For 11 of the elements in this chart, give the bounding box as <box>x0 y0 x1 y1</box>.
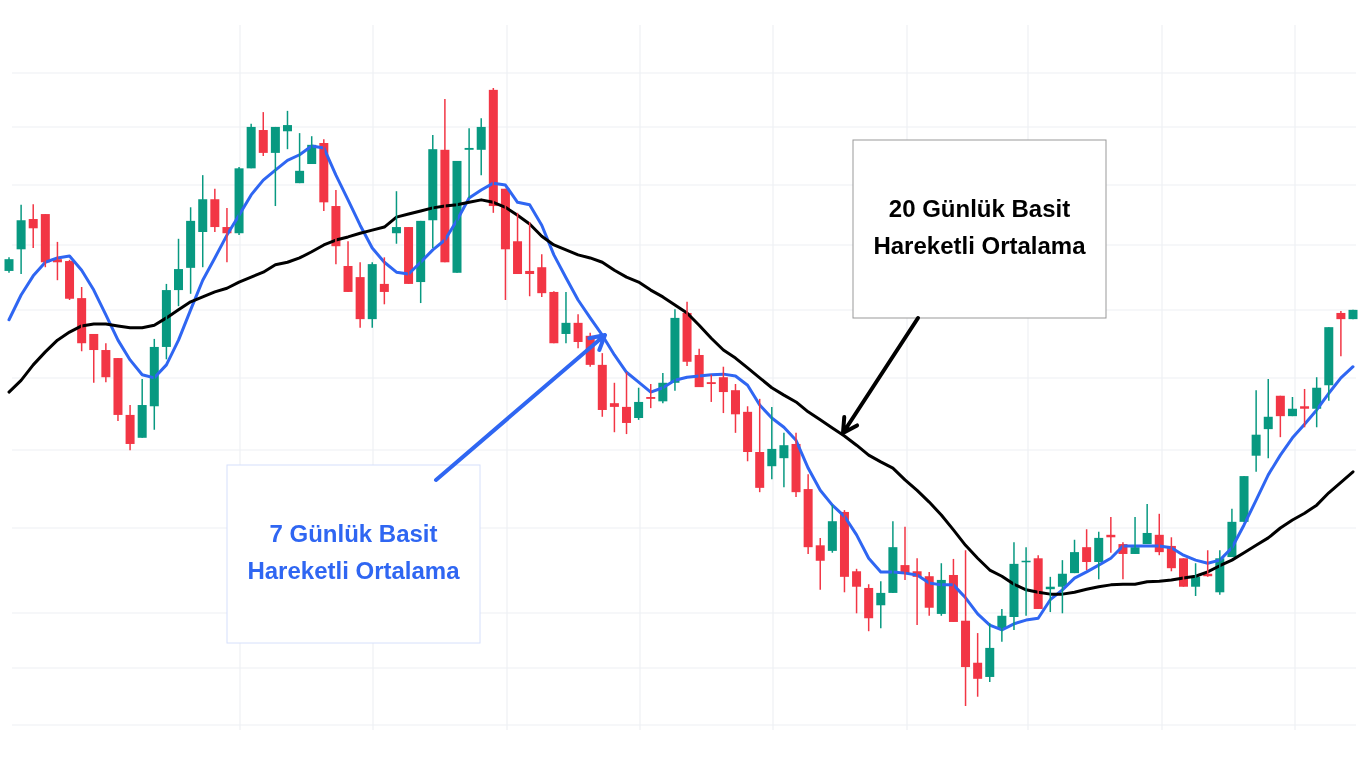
annotation: 20 Günlük Basit Hareketli Ortalama <box>873 195 1087 259</box>
candlestick <box>1300 388 1310 429</box>
candlestick <box>706 374 716 403</box>
candlestick <box>827 504 837 554</box>
candlestick <box>1082 528 1092 571</box>
candlestick <box>646 383 656 409</box>
candlestick <box>718 365 728 414</box>
candlestick <box>609 382 619 433</box>
annotation: 7 Günlük Basit Hareketli Ortalama <box>247 520 461 584</box>
candlestick <box>1348 309 1358 320</box>
candlestick <box>852 568 862 615</box>
